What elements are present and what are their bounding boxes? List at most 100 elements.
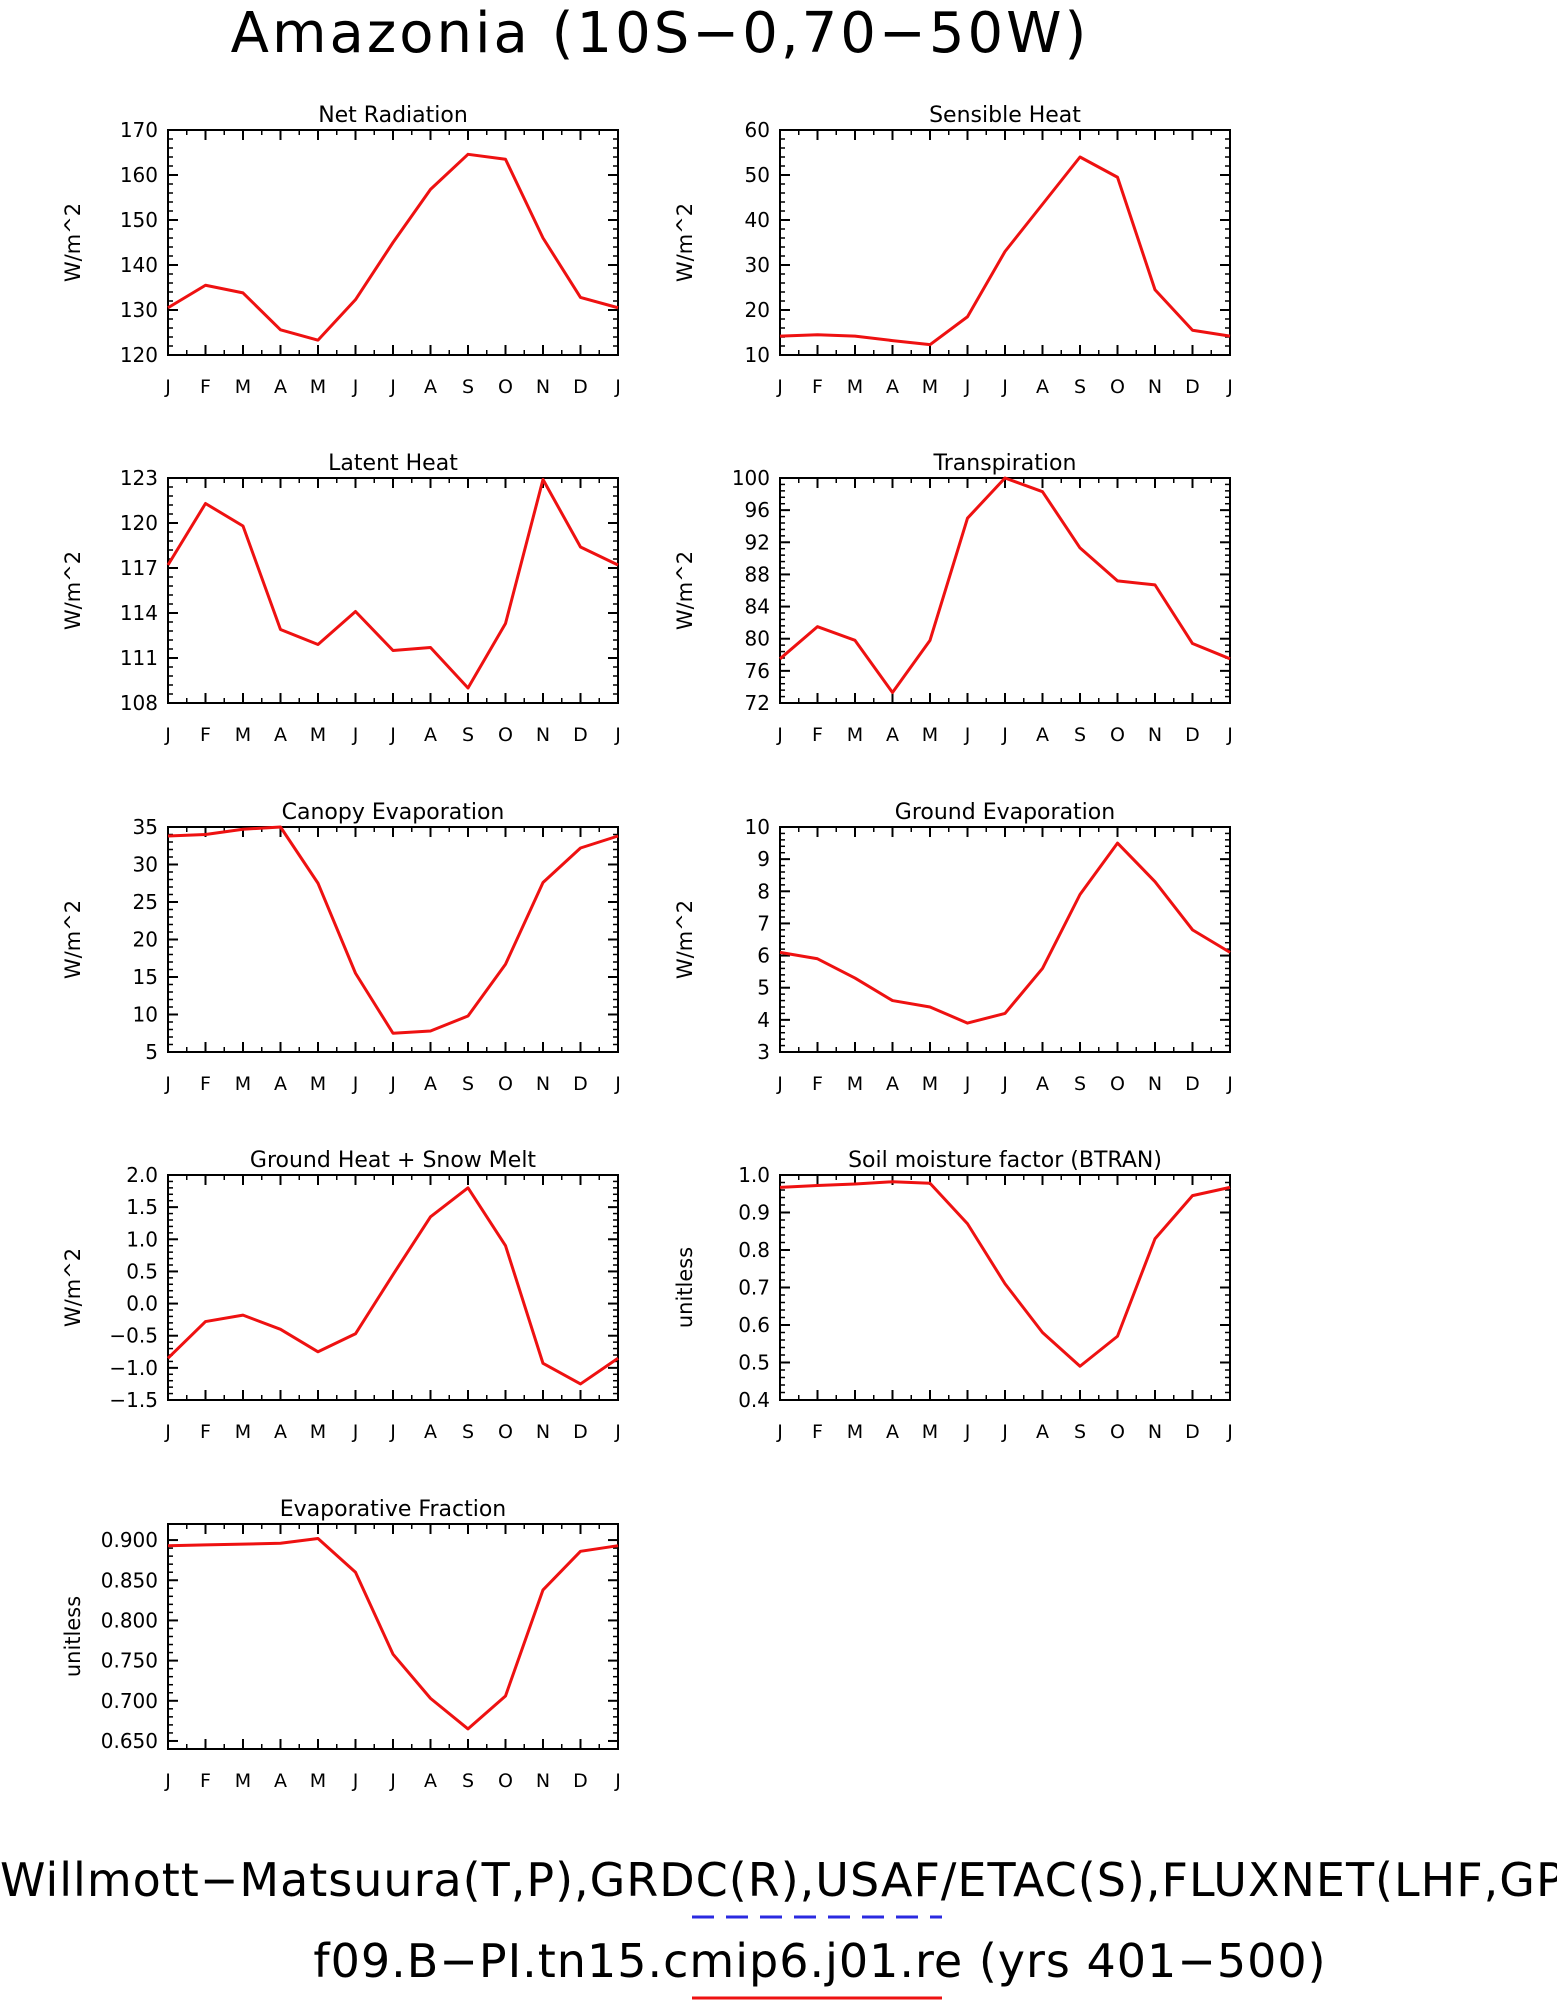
y-axis-label: W/m^2 [61, 1248, 85, 1327]
x-tick-label: D [573, 1073, 588, 1095]
x-tick-label: F [200, 1421, 211, 1443]
series-line [167, 1536, 619, 1731]
x-tick-label: F [200, 1073, 211, 1095]
x-tick-label: A [1036, 1073, 1049, 1095]
y-tick-label: −1.0 [109, 1356, 158, 1380]
y-tick-label: 3 [757, 1040, 770, 1064]
x-tick-label: J [164, 1770, 171, 1792]
panel-title: Ground Heat + Snow Melt [250, 1148, 537, 1173]
x-tick-label: O [498, 1073, 513, 1095]
y-tick-label: 130 [120, 298, 158, 322]
x-tick-label: D [573, 1421, 588, 1443]
x-tick-label: O [1110, 1421, 1125, 1443]
x-tick-label: N [1148, 376, 1162, 398]
plot-frame [779, 826, 1231, 1053]
panel-title: Ground Evaporation [895, 800, 1115, 825]
y-tick-label: 150 [120, 208, 158, 232]
y-tick-label: 0.650 [101, 1729, 158, 1753]
y-axis-label: W/m^2 [61, 900, 85, 979]
x-tick-label: A [274, 1073, 287, 1095]
x-tick-label: O [498, 1421, 513, 1443]
x-tick-label: D [1185, 1073, 1200, 1095]
x-tick-label: S [1074, 724, 1086, 746]
x-tick-label: D [1185, 376, 1200, 398]
y-tick-label: 50 [745, 163, 770, 187]
y-tick-label: 0.900 [101, 1528, 158, 1552]
y-tick-label: 92 [745, 530, 770, 554]
x-tick-label: J [614, 1073, 621, 1095]
series-line [167, 825, 619, 1035]
y-tick-label: 25 [133, 890, 158, 914]
x-tick-label: F [200, 376, 211, 398]
y-tick-label: 84 [745, 595, 770, 619]
y-tick-label: −0.5 [109, 1324, 158, 1348]
y-tick-label: 160 [120, 163, 158, 187]
y-tick-label: 2.0 [126, 1163, 158, 1187]
panel-title: Latent Heat [328, 451, 458, 476]
x-tick-label: M [235, 1770, 251, 1792]
y-tick-label: 40 [745, 208, 770, 232]
x-tick-label: D [573, 1770, 588, 1792]
panel: J F M A M J J A S O N D J −1.5 −1.0 −0.5 0.0 0.5 1.0 1.5 2.0… [61, 1148, 621, 1443]
x-tick-label: J [964, 724, 971, 746]
plot-frame [167, 477, 619, 704]
x-tick-label: S [462, 724, 474, 746]
x-tick-label: J [389, 724, 396, 746]
y-tick-label: 120 [120, 511, 158, 535]
x-tick-label: M [310, 1770, 326, 1792]
y-axis-label: W/m^2 [673, 551, 697, 630]
x-tick-label: A [1036, 1421, 1049, 1443]
x-tick-label: O [1110, 376, 1125, 398]
x-tick-label: N [1148, 1073, 1162, 1095]
y-tick-label: 5 [145, 1040, 158, 1064]
x-tick-label: J [389, 376, 396, 398]
y-tick-label: 80 [745, 627, 770, 651]
x-tick-label: N [1148, 724, 1162, 746]
x-tick-label: J [1226, 1073, 1233, 1095]
x-tick-label: F [200, 1770, 211, 1792]
x-tick-label: A [274, 1421, 287, 1443]
x-tick-label: D [573, 724, 588, 746]
plot-frame [779, 1174, 1231, 1401]
panel-title: Transpiration [933, 451, 1077, 476]
x-tick-label: M [847, 1421, 863, 1443]
x-tick-label: M [235, 1073, 251, 1095]
y-tick-label: 108 [120, 691, 158, 715]
x-tick-label: D [1185, 724, 1200, 746]
x-tick-label: J [1001, 1073, 1008, 1095]
x-tick-label: A [424, 1073, 437, 1095]
series-line [166, 478, 619, 690]
x-tick-label: O [498, 376, 513, 398]
y-tick-label: 120 [120, 343, 158, 367]
x-tick-label: F [812, 376, 823, 398]
y-tick-label: 0.0 [126, 1292, 158, 1316]
x-tick-label: N [1148, 1421, 1162, 1443]
x-tick-label: J [352, 376, 359, 398]
panel-title: Net Radiation [318, 103, 468, 128]
x-tick-label: S [462, 376, 474, 398]
y-tick-label: 123 [120, 466, 158, 490]
y-tick-label: 88 [745, 562, 770, 586]
x-tick-label: S [462, 1073, 474, 1095]
y-tick-label: 15 [133, 965, 158, 989]
y-tick-label: 30 [133, 853, 158, 877]
y-tick-label: 6 [757, 944, 770, 968]
series-line [779, 155, 1231, 347]
panel: J F M A M J J A S O N D J 10 20 30 40 50 60 Sensible Heat W/… [673, 103, 1233, 398]
x-tick-label: A [886, 376, 899, 398]
x-tick-label: M [310, 1073, 326, 1095]
y-tick-label: 96 [745, 498, 770, 522]
panel-title: Evaporative Fraction [280, 1497, 506, 1522]
panel-title: Soil moisture factor (BTRAN) [848, 1148, 1162, 1173]
y-axis-label: W/m^2 [673, 900, 697, 979]
x-tick-label: J [1001, 1421, 1008, 1443]
x-tick-label: M [310, 1421, 326, 1443]
x-tick-label: S [462, 1770, 474, 1792]
y-tick-label: 10 [745, 815, 770, 839]
y-tick-label: 0.8 [738, 1238, 770, 1262]
y-tick-label: 10 [133, 1003, 158, 1027]
footer-case: f09.B−PI.tn15.cmip6.j01.re (yrs 401−500) [313, 1934, 1326, 1988]
x-tick-label: O [498, 724, 513, 746]
